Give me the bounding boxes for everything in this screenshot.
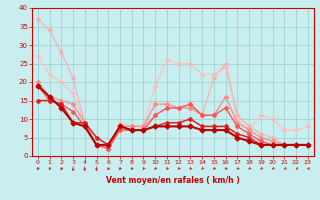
X-axis label: Vent moyen/en rafales ( km/h ): Vent moyen/en rafales ( km/h ) — [106, 176, 240, 185]
